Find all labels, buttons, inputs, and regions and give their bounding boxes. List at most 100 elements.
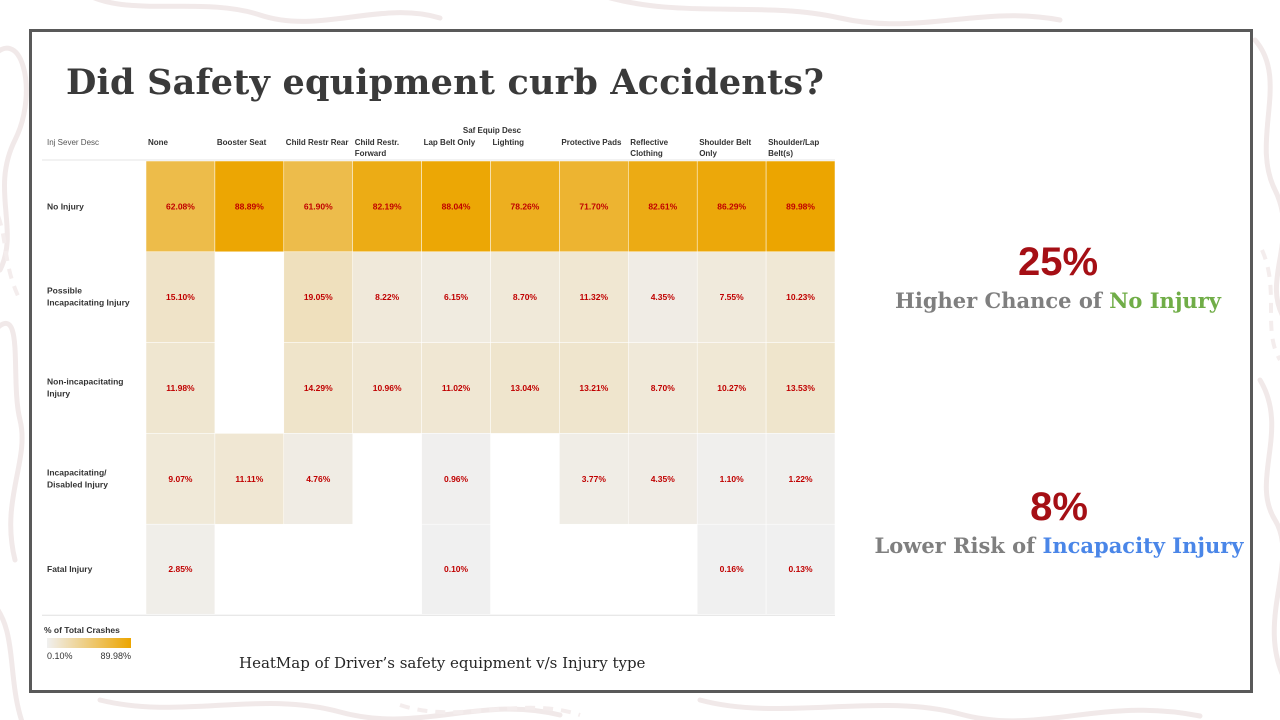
- cell-value-label: 1.10%: [720, 474, 745, 484]
- legend-min-label: 0.10%: [47, 651, 73, 661]
- cell-value-label: 6.15%: [444, 292, 469, 302]
- cell-value-label: 7.55%: [720, 292, 745, 302]
- cell-value-label: 11.32%: [580, 292, 609, 302]
- cell-value-label: 10.27%: [717, 383, 746, 393]
- column-label: Child Restr Rear: [286, 138, 349, 147]
- cell-value-label: 10.23%: [786, 292, 815, 302]
- heatmap-cell: [421, 523, 491, 615]
- stat-no-injury-value: 25%: [1017, 240, 1099, 284]
- cell-value-label: 61.90%: [304, 201, 333, 211]
- heatmap-cell: [559, 433, 629, 525]
- cell-value-label: 89.98%: [786, 201, 815, 211]
- heatmap-cell: [145, 342, 216, 434]
- heatmap-cell: [628, 342, 698, 434]
- chart-caption: HeatMap of Driver’s safety equipment v/s…: [239, 654, 646, 672]
- row-label: Injury: [47, 389, 70, 399]
- heatmap-cell: [765, 251, 836, 343]
- heatmap-cell: [145, 433, 216, 525]
- slide-title: Did Safety equipment curb Accidents?: [66, 62, 825, 103]
- column-label: Forward: [355, 149, 387, 158]
- heatmap-cell: [421, 342, 491, 434]
- cell-value-label: 11.02%: [442, 383, 471, 393]
- cell-value-label: 11.11%: [235, 474, 263, 484]
- row-label: Disabled Injury: [47, 479, 108, 489]
- row-label: Incapacitating Injury: [47, 298, 130, 308]
- row-label: Incapacitating/: [47, 467, 107, 477]
- heatmap-cell: [559, 251, 629, 343]
- heatmap-cell: [283, 342, 353, 434]
- cell-value-label: 10.96%: [373, 383, 402, 393]
- heatmap-cell: [421, 160, 491, 253]
- cell-value-label: 0.13%: [788, 564, 813, 574]
- cell-value-label: 19.05%: [304, 292, 333, 302]
- cell-value-label: 13.04%: [511, 383, 540, 393]
- stat-incapacity-prefix: Lower Risk of: [874, 533, 1043, 558]
- heatmap-cell: [214, 433, 285, 525]
- cell-value-label: 82.19%: [373, 201, 402, 211]
- cell-value-label: 4.35%: [651, 292, 676, 302]
- heatmap-cell: [628, 160, 698, 253]
- row-label: Possible: [47, 286, 82, 296]
- heatmap-cell: [352, 342, 422, 434]
- cell-value-label: 9.07%: [168, 474, 193, 484]
- row-label: Fatal Injury: [47, 564, 93, 574]
- heatmap-cell: [490, 160, 560, 253]
- heatmap-cell: [696, 433, 767, 525]
- column-label: Clothing: [630, 149, 663, 158]
- cell-value-label: 1.22%: [788, 474, 813, 484]
- cell-value-label: 8.70%: [651, 383, 676, 393]
- cell-value-label: 15.10%: [166, 292, 195, 302]
- cell-value-label: 14.29%: [304, 383, 333, 393]
- row-label: Non-incapacitating: [47, 377, 124, 387]
- cell-value-label: 3.77%: [582, 474, 607, 484]
- cell-value-label: 0.96%: [444, 474, 469, 484]
- cell-value-label: 0.16%: [720, 564, 745, 574]
- cell-value-label: 71.70%: [579, 201, 608, 211]
- slide-frame: Did Safety equipment curb Accidents? Inj…: [29, 29, 1253, 693]
- cell-value-label: 0.10%: [444, 564, 469, 574]
- column-label: None: [148, 138, 169, 147]
- cell-value-label: 86.29%: [717, 201, 746, 211]
- cell-value-label: 78.26%: [511, 201, 540, 211]
- heatmap-cell: [283, 251, 353, 343]
- heatmap-cell: [421, 433, 491, 525]
- column-label: Only: [699, 149, 717, 158]
- row-header-label: Inj Sever Desc: [47, 138, 99, 147]
- heatmap-cell: [559, 160, 629, 253]
- column-label: Shoulder/Lap: [768, 138, 819, 147]
- heatmap-cell: [765, 433, 836, 525]
- cell-value-label: 11.98%: [166, 383, 195, 393]
- heatmap-cell: [628, 433, 698, 525]
- stat-no-injury: 25% Higher Chance of No Injury: [873, 240, 1243, 313]
- cell-value-label: 82.61%: [648, 201, 677, 211]
- cell-value-label: 2.85%: [168, 564, 193, 574]
- heatmap-cell: [765, 160, 836, 253]
- heatmap-cell: [628, 251, 698, 343]
- heatmap-cell: [696, 251, 767, 343]
- cell-value-label: 8.22%: [375, 292, 400, 302]
- stat-incapacity: 8% Lower Risk of Incapacity Injury: [852, 485, 1266, 558]
- heatmap-chart: Inj Sever Desc Saf Equip Desc None Booster …: [42, 126, 836, 661]
- row-label: No Injury: [47, 201, 84, 211]
- column-label: Reflective: [630, 138, 668, 147]
- column-label: Protective Pads: [561, 138, 622, 147]
- heatmap-cell: [559, 342, 629, 434]
- heatmap-cell: [765, 342, 836, 434]
- cell-value-label: 88.89%: [235, 201, 264, 211]
- heatmap-cell: [696, 342, 767, 434]
- cell-value-label: 8.70%: [513, 292, 538, 302]
- stat-no-injury-desc: Higher Chance of No Injury: [873, 288, 1243, 313]
- cell-value-label: 13.21%: [579, 383, 608, 393]
- legend-max-label: 89.98%: [100, 651, 131, 661]
- column-label: Lighting: [493, 138, 525, 147]
- stat-no-injury-prefix: Higher Chance of: [895, 288, 1110, 313]
- cell-value-label: 4.76%: [306, 474, 331, 484]
- stat-incapacity-value: 8%: [1030, 485, 1088, 529]
- heatmap-cell: [145, 251, 216, 343]
- stat-no-injury-highlight: No Injury: [1109, 288, 1221, 313]
- cell-value-label: 13.53%: [786, 383, 815, 393]
- column-label: Booster Seat: [217, 138, 267, 147]
- heatmap-cell: [283, 433, 353, 525]
- legend-title: % of Total Crashes: [44, 625, 120, 635]
